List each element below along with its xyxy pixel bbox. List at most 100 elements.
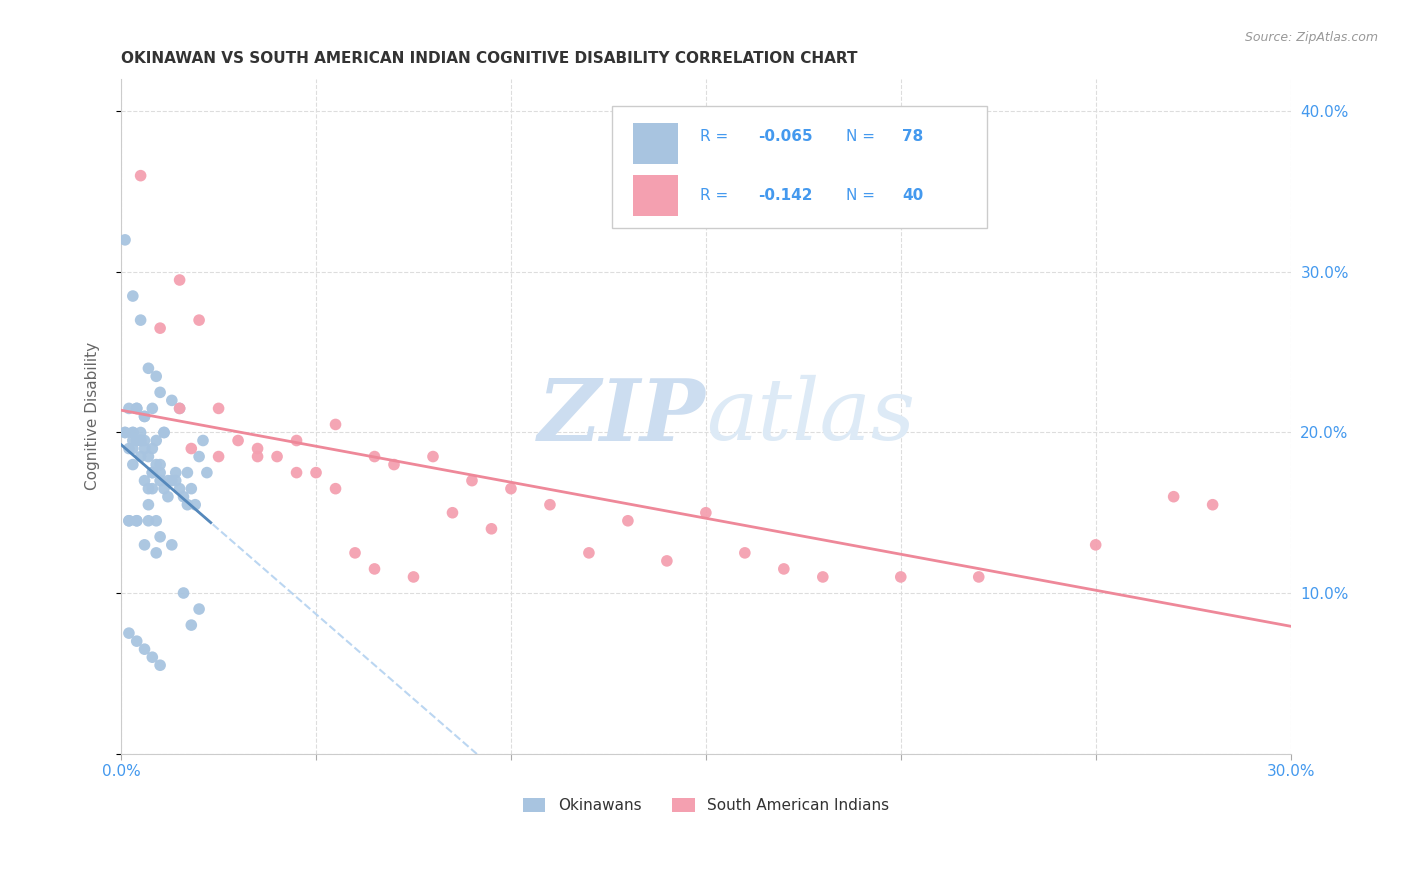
Point [695,506,717,520]
Point [118,514,141,528]
Point [145,514,167,528]
Point [141,482,163,496]
Point [149,385,172,400]
Point [422,450,444,464]
Point [121,289,143,303]
Point [305,466,328,480]
Point [246,442,269,456]
Point [121,425,143,440]
Text: N =: N = [846,188,880,202]
Text: -0.065: -0.065 [758,129,813,145]
Point [734,546,756,560]
Point [141,401,163,416]
Point [141,466,163,480]
Point [402,570,425,584]
Point [153,482,176,496]
Point [145,369,167,384]
Point [129,169,152,183]
Text: atlas: atlas [706,376,915,458]
Point [617,514,640,528]
Point [207,401,229,416]
Point [325,482,347,496]
Point [138,361,160,376]
Point [156,490,179,504]
Point [188,313,211,327]
Point [578,546,600,560]
Point [134,409,156,424]
Text: OKINAWAN VS SOUTH AMERICAN INDIAN COGNITIVE DISABILITY CORRELATION CHART: OKINAWAN VS SOUTH AMERICAN INDIAN COGNIT… [121,51,858,66]
Point [121,458,143,472]
Point [121,425,143,440]
Point [134,442,156,456]
Point [118,401,141,416]
Point [134,538,156,552]
Text: Source: ZipAtlas.com: Source: ZipAtlas.com [1244,31,1378,45]
Point [125,514,148,528]
Text: R =: R = [700,188,738,202]
Point [173,586,195,600]
Point [134,642,156,657]
Point [1163,490,1185,504]
Point [169,401,191,416]
Point [176,498,198,512]
Point [141,442,163,456]
Point [114,233,136,247]
Point [160,393,183,408]
Point [538,498,561,512]
Point [461,474,484,488]
Point [114,425,136,440]
Point [129,450,152,464]
Point [285,434,308,448]
Point [165,466,187,480]
Point [363,450,385,464]
Point [176,466,198,480]
Point [195,466,218,480]
Point [129,434,152,448]
Point [481,522,503,536]
Point [141,466,163,480]
Point [145,458,167,472]
FancyBboxPatch shape [633,123,678,163]
Point [655,554,678,568]
Point [180,618,202,632]
Legend: Okinawans, South American Indians: Okinawans, South American Indians [523,798,889,814]
Point [169,482,191,496]
Text: ZIP: ZIP [538,375,706,458]
Point [153,425,176,440]
Point [125,401,148,416]
Point [118,514,141,528]
Point [118,626,141,640]
Point [129,425,152,440]
Point [180,482,202,496]
Text: 78: 78 [903,129,924,145]
Point [114,425,136,440]
Point [149,530,172,544]
Point [134,409,156,424]
Text: N =: N = [846,129,880,145]
Point [811,570,834,584]
Point [145,546,167,560]
Point [1201,498,1223,512]
Point [160,538,183,552]
Point [890,570,912,584]
Point [285,466,308,480]
Point [363,562,385,576]
Point [129,434,152,448]
Point [184,498,207,512]
FancyBboxPatch shape [633,175,678,216]
Point [141,650,163,665]
Point [138,482,160,496]
Text: -0.142: -0.142 [758,188,813,202]
Point [325,417,347,432]
Point [149,474,172,488]
Text: R =: R = [700,129,733,145]
Point [169,273,191,287]
Point [149,658,172,673]
Point [499,482,522,496]
Point [118,442,141,456]
Point [967,570,990,584]
Point [169,401,191,416]
FancyBboxPatch shape [612,106,987,227]
Point [121,434,143,448]
Point [125,634,148,648]
